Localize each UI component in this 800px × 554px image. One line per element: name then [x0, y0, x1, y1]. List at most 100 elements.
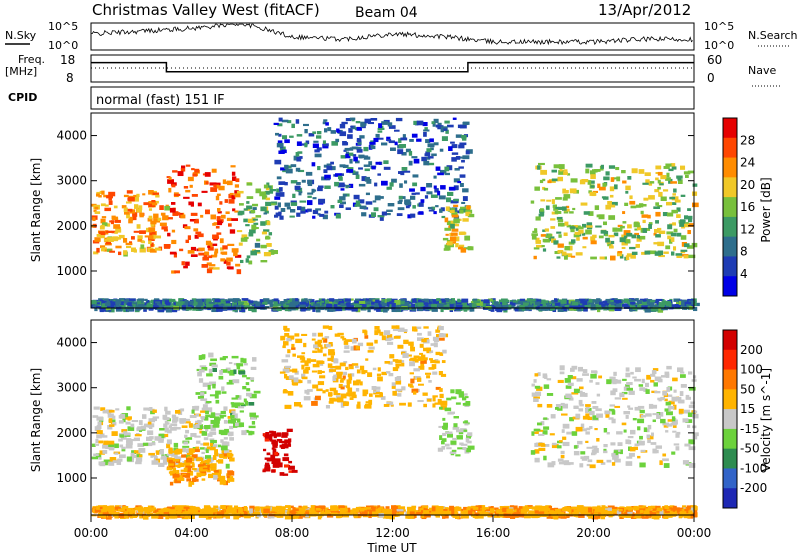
heatmap-cell — [381, 335, 386, 341]
heatmap-cell — [251, 301, 257, 305]
heatmap-cell — [640, 449, 646, 452]
heatmap-cell — [231, 507, 236, 510]
freq-left-tick-top: 18 — [60, 53, 75, 67]
heatmap-cell — [319, 362, 324, 366]
heatmap-cell — [395, 359, 402, 364]
heatmap-cell — [460, 248, 467, 253]
heatmap-cell — [557, 250, 564, 254]
heatmap-cell — [369, 299, 375, 302]
heatmap-cell — [569, 307, 576, 311]
heatmap-cell — [560, 223, 564, 227]
heatmap-cell — [214, 472, 222, 477]
heatmap-cell — [355, 200, 361, 205]
heatmap-cell — [563, 211, 569, 214]
heatmap-cell — [403, 170, 411, 173]
heatmap-cell — [94, 206, 99, 210]
heatmap-cell — [139, 230, 146, 234]
heatmap-cell — [439, 333, 444, 337]
heatmap-cell — [190, 254, 198, 258]
heatmap-cell — [414, 376, 421, 379]
heatmap-cell — [534, 186, 540, 191]
heatmap-cell — [660, 196, 667, 202]
heatmap-cell — [375, 133, 380, 138]
heatmap-cell — [598, 510, 605, 516]
heatmap-cell — [583, 211, 590, 215]
heatmap-cell — [289, 298, 293, 302]
heatmap-cell — [639, 462, 646, 468]
heatmap-cell — [135, 461, 142, 465]
heatmap-cell — [262, 195, 268, 200]
heatmap-cell — [458, 431, 464, 435]
heatmap-cell — [657, 186, 661, 190]
heatmap-cell — [246, 201, 250, 204]
heatmap-cell — [225, 463, 230, 469]
heatmap-cell — [534, 228, 538, 232]
heatmap-cell — [301, 357, 306, 362]
y-tick-label: 3000 — [56, 174, 87, 188]
heatmap-cell — [462, 218, 469, 222]
freq-panel-frame — [90, 54, 695, 83]
heatmap-cell — [296, 212, 301, 217]
heatmap-cell — [134, 450, 141, 454]
heatmap-cell — [645, 382, 649, 388]
heatmap-cell — [379, 392, 383, 397]
heatmap-cell — [688, 386, 696, 391]
heatmap-cell — [655, 177, 659, 181]
heatmap-cell — [133, 437, 141, 442]
heatmap-cell — [125, 421, 131, 425]
heatmap-cell — [444, 443, 450, 447]
heatmap-cell — [377, 173, 381, 176]
heatmap-cell — [363, 146, 369, 152]
heatmap-cell — [263, 184, 269, 189]
heatmap-cell — [538, 447, 546, 451]
heatmap-cell — [565, 385, 572, 389]
heatmap-cell — [536, 386, 543, 391]
heatmap-cell — [626, 382, 633, 386]
heatmap-cell — [268, 458, 276, 462]
heatmap-cell — [324, 336, 330, 339]
heatmap-cell — [455, 156, 461, 160]
heatmap-cell — [139, 454, 143, 458]
heatmap-cell — [271, 203, 276, 206]
heatmap-cell — [585, 225, 593, 228]
heatmap-cell — [454, 236, 460, 242]
heatmap-cell — [542, 186, 546, 190]
heatmap-cell — [139, 212, 144, 218]
heatmap-cell — [111, 415, 116, 419]
heatmap-cell — [142, 193, 146, 196]
heatmap-cell — [554, 210, 562, 214]
heatmap-cell — [322, 390, 326, 394]
heatmap-cell — [632, 507, 638, 510]
heatmap-cell — [569, 417, 574, 422]
heatmap-cell — [666, 394, 673, 397]
heatmap-cell — [687, 170, 694, 174]
heatmap-cell — [242, 386, 247, 390]
heatmap-cell — [591, 401, 597, 404]
heatmap-cell — [622, 378, 627, 381]
freq-panel: Freq. [MHz] 18 8 60 0 Nave — [5, 53, 782, 87]
heatmap-cell — [162, 298, 168, 302]
heatmap-cell — [213, 304, 219, 308]
heatmap-cell — [319, 344, 323, 348]
heatmap-cell — [445, 206, 450, 211]
heatmap-cell — [261, 231, 268, 235]
heatmap-cell — [502, 305, 509, 309]
heatmap-cell — [262, 470, 266, 473]
heatmap-cell — [440, 207, 445, 212]
heatmap-cell — [224, 449, 230, 454]
heatmap-cell — [577, 306, 582, 312]
heatmap-cell — [332, 376, 337, 382]
heatmap-cell — [534, 449, 540, 454]
heatmap-cell — [607, 201, 613, 205]
heatmap-cell — [366, 302, 371, 305]
heatmap-cell — [106, 237, 114, 241]
heatmap-cell — [322, 121, 327, 125]
heatmap-cell — [252, 357, 257, 362]
heatmap-cell — [537, 403, 543, 408]
heatmap-cell — [284, 373, 288, 379]
heatmap-cell — [148, 423, 155, 428]
heatmap-cell — [182, 445, 190, 448]
heatmap-cell — [363, 164, 371, 167]
heatmap-cell — [142, 442, 149, 446]
heatmap-cell — [453, 416, 460, 419]
